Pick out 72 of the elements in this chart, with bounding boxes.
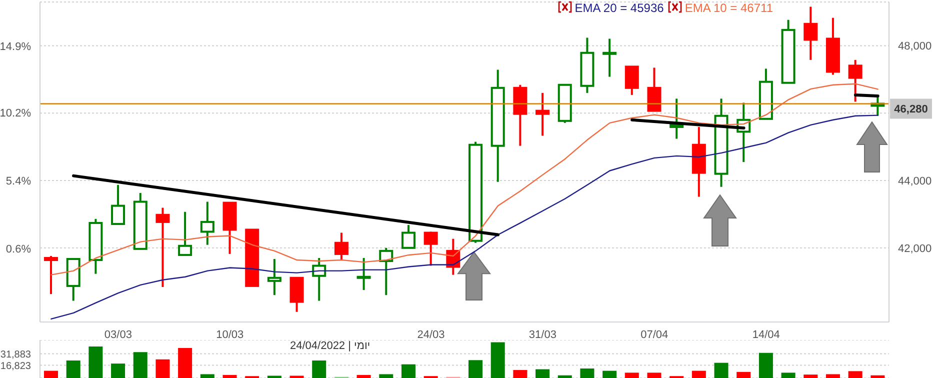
bar: [781, 372, 796, 378]
x-tick-label: 31/03: [528, 328, 556, 341]
bar: [804, 374, 818, 378]
x-tick-label: 14/04: [752, 328, 780, 341]
y2-tick-label: 5.4%: [6, 175, 32, 188]
y-tick-label: 42,000: [898, 242, 932, 255]
bar: [156, 359, 170, 378]
candlestick: [804, 6, 818, 61]
candlestick: [312, 257, 326, 302]
line-series: [50, 114, 878, 320]
candlestick: [670, 98, 684, 140]
ref-line-label: 46,280: [894, 104, 928, 116]
bar: [222, 374, 237, 378]
candlestick: [602, 38, 617, 78]
bar: [870, 375, 885, 378]
bar: [624, 372, 639, 378]
candlestick: [156, 206, 170, 288]
text: EMA 20 = 45936: [574, 1, 664, 15]
bar: [826, 374, 840, 378]
y-tick-label: 48,000: [898, 40, 932, 53]
x-tick-label: 10/03: [216, 328, 244, 341]
bar: [468, 360, 482, 378]
candlestick: [401, 224, 416, 249]
bar: [178, 348, 192, 378]
bar: [758, 352, 773, 378]
bar: [513, 370, 528, 378]
bar: [580, 368, 594, 378]
bar: [111, 364, 126, 378]
candlestick: [290, 276, 304, 313]
candlestick: [200, 200, 214, 246]
bar: [848, 371, 862, 378]
bar: [558, 375, 572, 378]
bar: [200, 374, 214, 378]
candlestick: [111, 184, 126, 225]
candlestick: [178, 210, 192, 256]
bar: [312, 360, 326, 378]
bar: [66, 360, 80, 378]
y-tick-label: 16,823: [0, 360, 32, 372]
candlestick: [624, 66, 639, 96]
y-tick-label: 44,000: [898, 175, 932, 188]
x-tick-label: 24/03: [417, 328, 445, 341]
bar: [379, 374, 394, 378]
y2-tick-label: 0.6%: [6, 243, 32, 256]
bar: [401, 364, 416, 378]
candlestick: [379, 246, 394, 296]
bar: [647, 372, 662, 378]
bar: [736, 372, 751, 378]
bar: [692, 370, 706, 378]
bar: [44, 370, 58, 378]
candlestick: [424, 230, 438, 267]
candlestick: [356, 257, 371, 291]
x-tick-label: 03/03: [104, 328, 132, 341]
bar: [602, 370, 617, 378]
bar: [536, 369, 550, 378]
x-tick-label: 07/04: [640, 328, 668, 341]
candlestick: [848, 58, 862, 103]
candlestick: [334, 232, 348, 262]
candlestick: [267, 258, 282, 296]
text: EMA 10 = 46711: [684, 1, 773, 15]
line-series: [50, 83, 878, 276]
candlestick: [647, 66, 662, 112]
y2-tick-label: 10.2%: [0, 107, 32, 120]
y2-tick-label: 14.9%: [0, 40, 32, 53]
candlestick: [44, 254, 58, 296]
candlestick: [536, 92, 550, 137]
bar: [490, 342, 505, 378]
annotation: יומי | 24/04/2022: [290, 340, 370, 352]
bar: [714, 362, 728, 378]
bar: [133, 352, 148, 378]
y-tick-label: 31,883: [0, 349, 32, 360]
bar: [356, 374, 371, 378]
bar: [88, 346, 103, 378]
